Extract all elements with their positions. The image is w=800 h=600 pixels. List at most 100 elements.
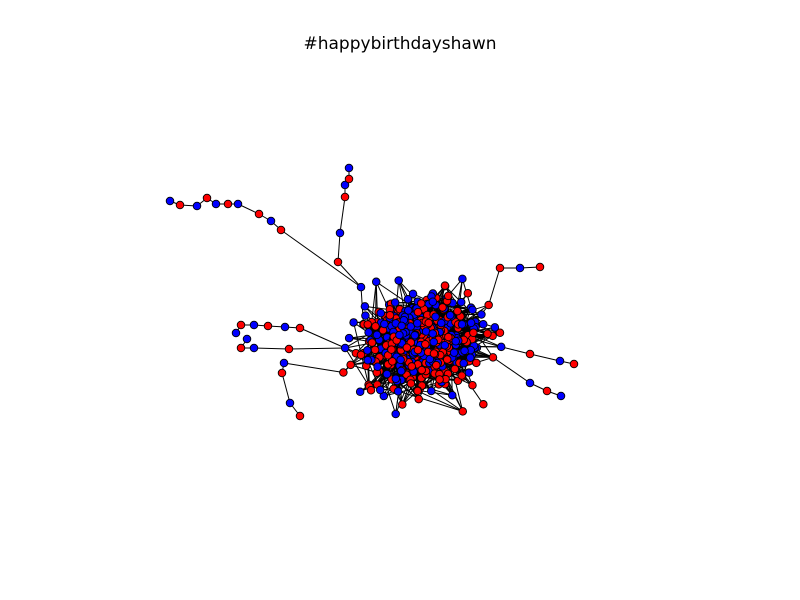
network-node xyxy=(363,346,372,355)
network-node xyxy=(396,366,406,376)
network-edge xyxy=(280,229,362,288)
network-node xyxy=(356,350,366,360)
network-node xyxy=(175,200,185,210)
network-node xyxy=(414,394,423,404)
network-node xyxy=(335,228,345,238)
network-node xyxy=(449,348,459,357)
network-node xyxy=(363,355,372,365)
network-node xyxy=(458,407,468,416)
network-node xyxy=(236,320,246,330)
network-edge xyxy=(492,356,531,384)
network-node xyxy=(371,277,381,287)
network-node xyxy=(490,323,500,332)
network-node xyxy=(468,305,477,315)
network-node xyxy=(385,311,395,320)
network-node xyxy=(438,303,447,312)
network-node xyxy=(284,344,294,354)
network-node xyxy=(339,368,348,377)
network-node xyxy=(440,340,450,350)
network-node xyxy=(202,193,212,203)
network-node xyxy=(402,343,412,352)
network-node xyxy=(453,306,462,316)
network-node xyxy=(496,342,506,352)
network-edge xyxy=(371,281,377,323)
network-node xyxy=(472,358,481,368)
network-node xyxy=(393,387,403,396)
network-node xyxy=(426,386,436,396)
network-node xyxy=(403,295,413,304)
nodes xyxy=(165,163,579,421)
network-node xyxy=(280,322,290,332)
network-node xyxy=(424,318,433,328)
network-node xyxy=(165,196,175,206)
network-node xyxy=(263,321,273,331)
network-node xyxy=(387,345,396,354)
network-node xyxy=(484,300,493,310)
network-edge xyxy=(337,232,341,263)
network-node xyxy=(254,209,264,219)
network-node xyxy=(344,174,354,184)
network-node xyxy=(277,368,287,378)
network-node xyxy=(479,400,488,409)
network-node xyxy=(279,358,289,368)
network-node xyxy=(340,192,350,202)
network-node xyxy=(456,297,466,307)
network-node xyxy=(488,353,498,362)
network-node xyxy=(394,276,403,285)
network-edge xyxy=(529,353,561,362)
network-node xyxy=(457,320,467,329)
network-node xyxy=(437,318,446,328)
network-node xyxy=(236,343,246,353)
network-node xyxy=(458,274,467,284)
network-node xyxy=(555,356,565,366)
network-node xyxy=(276,225,286,235)
network-node xyxy=(468,380,477,390)
network-node xyxy=(442,355,452,364)
network-node xyxy=(382,369,392,379)
network-node xyxy=(429,349,439,358)
network-node xyxy=(410,331,420,340)
network-node xyxy=(346,360,355,370)
network-node xyxy=(364,328,373,337)
network-node xyxy=(356,282,366,292)
network-node xyxy=(360,302,370,311)
network-edge xyxy=(371,342,397,415)
network-node xyxy=(370,345,380,355)
network-node xyxy=(395,330,404,340)
network-node xyxy=(413,307,423,317)
network-node xyxy=(344,333,354,343)
network-edge xyxy=(337,261,362,288)
network-node xyxy=(295,411,305,421)
network-node xyxy=(344,163,354,173)
network-node xyxy=(390,298,400,307)
network-node xyxy=(495,263,505,273)
network-node xyxy=(349,318,358,327)
network-node xyxy=(413,318,422,328)
network-node xyxy=(371,322,380,331)
network-node xyxy=(421,340,430,349)
network-node xyxy=(479,320,488,329)
network-node xyxy=(266,216,276,226)
network-node xyxy=(444,332,453,342)
network-node xyxy=(367,338,377,347)
network-edge xyxy=(288,347,346,350)
network-node xyxy=(417,365,426,375)
network-node xyxy=(495,328,505,338)
network-node xyxy=(464,368,474,377)
network-node xyxy=(440,281,450,290)
network-node xyxy=(408,289,418,299)
network-edge xyxy=(417,390,463,412)
network-node xyxy=(525,378,535,388)
network-node xyxy=(459,358,468,368)
network-node xyxy=(295,323,305,333)
network-node xyxy=(285,398,295,408)
network-node xyxy=(443,291,453,301)
network-node xyxy=(406,322,416,331)
network-edge xyxy=(299,327,346,349)
network-node xyxy=(429,337,438,347)
network-node xyxy=(366,386,376,395)
network-node xyxy=(432,360,441,370)
network-edge xyxy=(501,346,531,355)
network-edge xyxy=(283,362,344,373)
